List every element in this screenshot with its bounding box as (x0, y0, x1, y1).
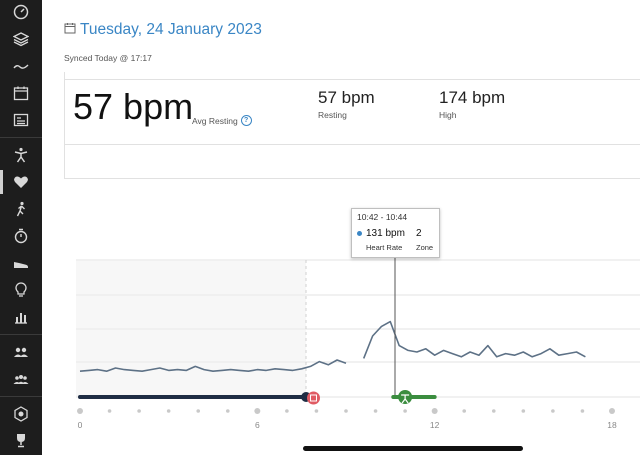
resting-label: Resting (318, 110, 347, 120)
avg-resting-value: 57 bpm (73, 86, 194, 127)
divider (64, 79, 640, 80)
tooltip-bpm-label: Heart Rate (366, 243, 403, 252)
series-line (79, 359, 347, 372)
date-heading[interactable]: Tuesday, 24 January 2023 (64, 21, 262, 39)
high-value: 174 bpm (439, 88, 506, 107)
shoe-icon[interactable] (0, 251, 42, 275)
divider (64, 144, 640, 145)
resting-value: 57 bpm (318, 88, 375, 107)
calendar-icon[interactable] (0, 81, 42, 105)
calendar-small-icon (64, 21, 76, 39)
trophy-icon[interactable] (0, 428, 42, 452)
activity-icon-glyph (401, 394, 410, 404)
x-tick-dot (225, 409, 230, 413)
x-tick-dot (344, 409, 348, 413)
x-tick-label: 6 (255, 420, 260, 430)
x-tick-label: 18 (607, 420, 617, 430)
x-tick-label: 12 (430, 420, 440, 430)
home-indicator (303, 446, 523, 451)
alarm-icon-glyph (309, 394, 317, 402)
stopwatch-icon[interactable] (0, 224, 42, 248)
newsfeed-icon[interactable] (0, 108, 42, 132)
x-axis: 0 6 12 18 (77, 408, 617, 430)
x-tick-dot (166, 409, 171, 413)
chart-tooltip: 10:42 - 10:44 131 bpm 2 Heart Rate Zone (351, 208, 440, 258)
tooltip-zone: 2 (416, 228, 422, 239)
layers-icon[interactable] (0, 27, 42, 51)
reports-icon[interactable] (0, 305, 42, 329)
x-tick-dot (107, 409, 112, 413)
trend-icon[interactable] (0, 54, 42, 78)
heart-rate-series (79, 320, 586, 372)
series-line (362, 320, 586, 359)
x-tick-dot (431, 408, 438, 414)
dashboard-icon[interactable] (0, 0, 42, 24)
x-tick-dot (609, 408, 615, 414)
activity-bands (78, 390, 437, 405)
avg-resting-text: Avg Resting (192, 115, 238, 126)
date-text: Tuesday, 24 January 2023 (80, 21, 262, 38)
sync-status: Synced Today @ 17:17 (64, 53, 152, 63)
badge-icon[interactable] (0, 402, 42, 426)
x-tick-dot (491, 409, 496, 413)
groups-icon[interactable] (0, 367, 42, 391)
x-tick-dot (314, 409, 319, 413)
heart-icon[interactable] (0, 170, 42, 194)
x-tick-dot (285, 409, 289, 413)
tooltip-bpm: 131 bpm (366, 228, 405, 239)
activities-icon[interactable] (0, 143, 42, 167)
x-tick-dot (254, 408, 261, 414)
x-tick-dot (521, 409, 526, 413)
lightbulb-icon[interactable] (0, 278, 42, 302)
walking-icon[interactable] (0, 197, 42, 221)
x-tick-label: 0 (78, 420, 83, 430)
x-tick-dot (373, 409, 378, 413)
sleep-shade (76, 260, 306, 397)
x-tick-dot (580, 409, 585, 413)
x-tick-dot (196, 409, 201, 413)
avg-resting-label: Avg Resting ? (192, 115, 252, 126)
x-tick-dot (403, 409, 407, 413)
divider-vertical (64, 72, 65, 178)
help-icon[interactable]: ? (240, 115, 252, 126)
connections-icon[interactable] (0, 340, 42, 364)
tooltip-time: 10:42 - 10:44 (357, 212, 408, 222)
x-tick-dot (77, 408, 83, 414)
page-header: Tuesday, 24 January 2023 Synced Today @ … (42, 0, 640, 72)
high-label: High (439, 110, 457, 120)
alarm-icon (306, 391, 320, 405)
divider (64, 178, 640, 179)
x-tick-dot (137, 409, 141, 413)
tooltip-zone-label: Zone (416, 243, 434, 252)
sidebar (0, 0, 42, 455)
tooltip-series-dot (357, 231, 362, 236)
x-tick-dot (551, 409, 555, 413)
x-tick-dot (462, 409, 467, 413)
